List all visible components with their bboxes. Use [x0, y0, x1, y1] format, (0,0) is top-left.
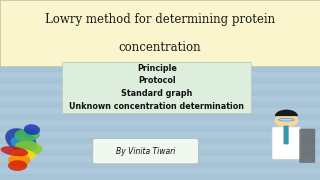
Bar	[256, 121, 314, 171]
Text: Unknown concentration determination: Unknown concentration determination	[69, 102, 244, 111]
FancyBboxPatch shape	[93, 139, 198, 164]
Text: By Vinita Tiwari: By Vinita Tiwari	[116, 147, 175, 156]
Ellipse shape	[24, 124, 40, 135]
Ellipse shape	[14, 129, 40, 141]
Ellipse shape	[1, 146, 28, 156]
Bar	[0, 102, 320, 108]
Bar	[0, 66, 320, 72]
FancyBboxPatch shape	[284, 126, 289, 144]
Text: Standard graph: Standard graph	[121, 89, 193, 98]
Bar	[0, 114, 320, 120]
Bar	[0, 138, 320, 144]
Bar	[0, 126, 320, 132]
FancyBboxPatch shape	[272, 127, 301, 159]
Text: Principle: Principle	[137, 64, 177, 73]
FancyBboxPatch shape	[299, 129, 315, 163]
Bar	[0, 30, 320, 36]
Bar	[0, 54, 320, 60]
Bar	[0, 90, 320, 96]
Text: Protocol: Protocol	[138, 76, 176, 86]
Wedge shape	[275, 110, 298, 116]
Bar	[0, 42, 320, 48]
Bar	[0, 6, 320, 12]
Ellipse shape	[8, 154, 30, 167]
Bar	[0, 174, 320, 180]
Bar	[0, 150, 320, 156]
Ellipse shape	[8, 160, 27, 171]
Ellipse shape	[11, 136, 37, 152]
Bar	[0, 0, 320, 66]
Ellipse shape	[10, 149, 36, 160]
Bar	[0, 162, 320, 168]
Text: Lowry method for determining protein: Lowry method for determining protein	[45, 13, 275, 26]
Bar	[0, 18, 320, 24]
Text: concentration: concentration	[119, 41, 201, 54]
Ellipse shape	[5, 128, 36, 153]
Ellipse shape	[278, 118, 294, 121]
FancyBboxPatch shape	[62, 62, 251, 112]
Circle shape	[275, 114, 298, 127]
Ellipse shape	[15, 141, 43, 154]
Bar	[0, 78, 320, 84]
